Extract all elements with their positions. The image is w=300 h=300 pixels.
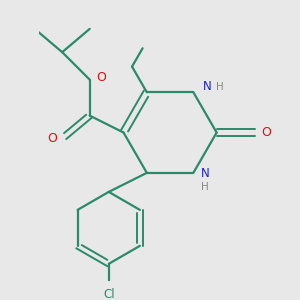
Text: O: O — [261, 126, 271, 139]
Text: H: H — [216, 82, 224, 92]
Text: O: O — [96, 71, 106, 84]
Text: N: N — [203, 80, 212, 94]
Text: O: O — [48, 132, 58, 146]
Text: H: H — [201, 182, 209, 192]
Text: N: N — [201, 167, 209, 180]
Text: Cl: Cl — [103, 288, 115, 300]
